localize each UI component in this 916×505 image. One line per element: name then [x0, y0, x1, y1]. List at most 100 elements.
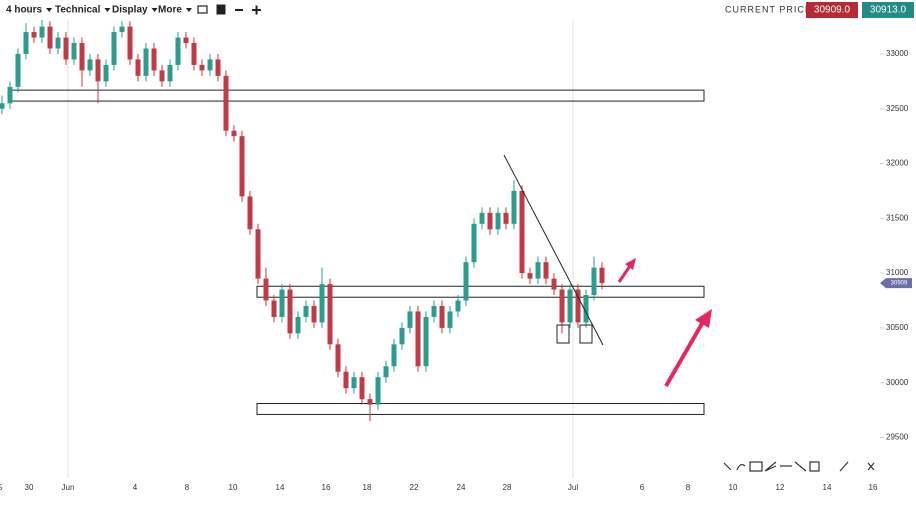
- candle-body: [263, 278, 269, 301]
- x-tick-label: 28: [503, 483, 512, 492]
- marker-box[interactable]: [579, 324, 593, 344]
- y-tick-label: 33000: [886, 49, 909, 58]
- candle-body: [295, 316, 301, 334]
- tool-line[interactable]: [794, 461, 807, 472]
- y-tick-label: 31000: [886, 268, 909, 277]
- candle-body: [87, 59, 93, 71]
- candle-body: [343, 371, 349, 389]
- tool-close[interactable]: [867, 462, 875, 471]
- tool-fan[interactable]: [764, 461, 777, 472]
- candle-body: [479, 212, 485, 224]
- menu[interactable]: More: [158, 5, 182, 16]
- candle-body: [511, 190, 517, 224]
- menu[interactable]: 4 hours: [6, 5, 43, 16]
- tool-curve[interactable]: [736, 464, 746, 471]
- candle-body: [463, 262, 469, 301]
- candle-body: [431, 305, 437, 317]
- toolbar: [0, 0, 916, 20]
- zone[interactable]: [7, 89, 705, 102]
- candle-body: [407, 311, 413, 328]
- menus: 4 hours Technical Display More: [6, 5, 192, 16]
- candle-body: [591, 267, 597, 296]
- drawing-tools: [723, 461, 875, 472]
- tool-fib[interactable]: [749, 461, 763, 472]
- candle-body: [575, 289, 581, 323]
- arrow-head: [625, 258, 636, 270]
- candle-body: [303, 305, 309, 317]
- candle-body: [271, 300, 277, 317]
- x-tick-label: 12: [776, 483, 785, 492]
- ask-price: 30913.0: [870, 5, 907, 16]
- price-tag-label: 30909: [891, 281, 908, 287]
- candle-body: [543, 262, 549, 279]
- marker-box[interactable]: [556, 324, 570, 344]
- candle-body: [439, 305, 445, 328]
- x-tick-label: Jun: [62, 483, 75, 492]
- x-tick-label: 14: [823, 483, 832, 492]
- open-icon[interactable]: [197, 5, 208, 14]
- menu-caret[interactable]: [104, 8, 111, 12]
- x-tick-label: 16: [869, 483, 878, 492]
- price-tag: [880, 278, 912, 289]
- tool-cursor[interactable]: [723, 462, 732, 471]
- x-tick-label: 24: [457, 483, 466, 492]
- zone[interactable]: [256, 285, 705, 298]
- menu[interactable]: Display: [112, 5, 148, 16]
- y-tick-label: 30500: [886, 323, 909, 332]
- menu-caret[interactable]: [46, 8, 53, 12]
- candle-body: [367, 399, 373, 405]
- x-tick-label: 18: [363, 483, 372, 492]
- candle-body: [143, 48, 149, 76]
- candle-body: [359, 377, 365, 400]
- x-tick-label: 8: [686, 483, 691, 492]
- candle-body: [167, 64, 173, 82]
- candle-body: [519, 190, 525, 274]
- candle-body: [383, 366, 389, 378]
- arrow-head: [695, 309, 712, 328]
- save-icon[interactable]: [216, 4, 226, 15]
- candle-body: [415, 311, 421, 367]
- candle-body: [223, 75, 229, 131]
- candle-body: [71, 43, 77, 60]
- zone[interactable]: [256, 403, 705, 415]
- menu[interactable]: Technical: [55, 5, 101, 16]
- bid-box[interactable]: [806, 2, 858, 18]
- candle-body: [207, 59, 213, 71]
- candle-body: [0, 103, 5, 109]
- menu-caret[interactable]: [185, 8, 192, 12]
- candle-body: [175, 37, 181, 65]
- candle-body: [119, 26, 125, 33]
- arrow: [617, 265, 632, 283]
- candle-body: [279, 289, 285, 317]
- candle-body: [447, 311, 453, 328]
- candle-body: [231, 130, 237, 137]
- candle-body: [583, 295, 589, 323]
- tool-rect[interactable]: [809, 461, 820, 472]
- candle-body: [79, 43, 85, 71]
- candle-body: [567, 289, 573, 323]
- ask-box[interactable]: [862, 2, 914, 18]
- candle-body: [375, 377, 381, 405]
- candle-body: [503, 212, 509, 224]
- candle-body: [471, 223, 477, 263]
- x-tick-label: 8: [185, 483, 190, 492]
- x-tick-label: 6: [640, 483, 645, 492]
- candle-body: [111, 32, 117, 65]
- candle-body: [63, 37, 69, 60]
- x-tick-label: 14: [276, 483, 285, 492]
- x-tick-label: 22: [410, 483, 419, 492]
- candle-body: [335, 344, 341, 372]
- bid-price: 30909.0: [814, 5, 851, 16]
- trend-line[interactable]: [503, 154, 604, 346]
- candle-body: [95, 59, 101, 82]
- arrow: [664, 320, 705, 388]
- candle-body: [55, 37, 61, 49]
- candle-body: [319, 284, 325, 323]
- menu-caret[interactable]: [151, 8, 158, 12]
- candle-body: [183, 37, 189, 44]
- x-tick-label: 30: [25, 483, 34, 492]
- tool-ray[interactable]: [839, 461, 849, 472]
- candle-body: [151, 48, 157, 71]
